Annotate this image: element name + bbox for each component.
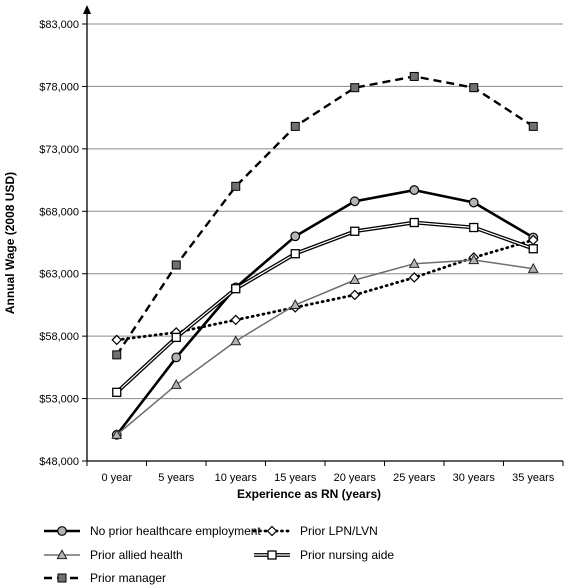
y-tick-labels: $48,000 $53,000 $58,000 $63,000 $68,000 $73,0…	[39, 19, 79, 468]
data-point	[57, 573, 67, 583]
y-tick-label: $68,000	[39, 206, 79, 218]
axes	[83, 5, 564, 466]
series-prior-allied-health	[111, 254, 539, 439]
y-tick-label: $83,000	[39, 19, 79, 31]
data-point	[230, 335, 242, 346]
data-point	[170, 378, 182, 389]
data-point	[289, 299, 301, 310]
data-point	[112, 387, 122, 397]
data-point	[349, 289, 361, 301]
series-prior-lpn-lvn	[111, 234, 539, 346]
y-tick-label: $78,000	[39, 81, 79, 93]
legend-label: Prior LPN/LVN	[300, 524, 378, 538]
legend-item: No prior healthcare employment	[44, 524, 261, 538]
x-tick-label: 20 years	[334, 472, 377, 484]
data-point	[350, 83, 360, 93]
data-point	[468, 254, 480, 265]
data-point	[409, 185, 420, 195]
legend-item: Prior manager	[44, 571, 166, 585]
y-tick-label: $48,000	[39, 456, 79, 468]
data-point	[528, 244, 538, 254]
data-point	[231, 181, 241, 191]
data-point	[56, 549, 68, 560]
data-point	[469, 83, 479, 93]
series-line	[116, 259, 534, 436]
data-point	[111, 428, 123, 439]
data-point	[266, 525, 278, 537]
x-tick-label: 10 years	[215, 472, 258, 484]
data-point	[527, 262, 539, 273]
data-point	[468, 197, 479, 208]
series-line	[116, 221, 534, 393]
y-axis-title: Annual Wage (2008 USD)	[3, 172, 17, 314]
series-line	[115, 188, 534, 436]
legend-item: Prior nursing aide	[254, 548, 394, 562]
data-point	[349, 274, 361, 285]
x-tick-label: 5 years	[158, 472, 195, 484]
series-prior-nursing-aide	[112, 217, 538, 397]
legend-label: Prior manager	[90, 571, 166, 585]
data-point	[111, 334, 123, 346]
data-point	[528, 121, 538, 131]
legend-label: Prior nursing aide	[300, 548, 394, 562]
data-point	[290, 121, 300, 131]
series-prior-manager	[112, 71, 538, 360]
y-axis-arrow	[83, 5, 91, 14]
y-tick-label: $58,000	[39, 331, 79, 343]
legend-label: No prior healthcare employment	[90, 524, 261, 538]
data-point	[408, 257, 420, 268]
y-tick-label: $63,000	[39, 269, 79, 281]
data-point	[171, 332, 181, 343]
x-tick-label: 15 years	[274, 472, 317, 484]
data-point	[290, 249, 300, 259]
y-tick-label: $53,000	[39, 394, 79, 406]
legend-item: Prior LPN/LVN	[252, 524, 378, 538]
series-line	[115, 220, 534, 394]
data-point	[290, 231, 301, 242]
data-point	[409, 71, 419, 81]
data-point	[171, 260, 181, 270]
series-layer	[111, 71, 539, 440]
grid-lines	[82, 23, 563, 462]
x-tick-label: 0 year	[101, 472, 132, 484]
data-point	[350, 226, 360, 236]
legend-label: Prior allied health	[90, 548, 183, 562]
x-tick-labels: 0 year 5 years 10 years 15 years 20 years 25 …	[101, 472, 554, 484]
y-tick-label: $73,000	[39, 144, 79, 156]
data-point	[409, 217, 419, 228]
data-point	[349, 196, 360, 207]
x-tick-label: 30 years	[453, 472, 496, 484]
legend-item: Prior allied health	[44, 548, 183, 562]
data-point	[231, 284, 241, 294]
data-point	[230, 314, 242, 326]
data-point	[57, 526, 67, 536]
data-point	[171, 352, 182, 363]
series-line	[115, 238, 535, 342]
legend: No prior healthcare employment Prior LPN/…	[44, 524, 394, 585]
data-point	[408, 272, 420, 283]
x-axis-title: Experience as RN (years)	[237, 487, 381, 501]
x-tick-label: 25 years	[393, 472, 436, 484]
x-tick-label: 35 years	[512, 472, 555, 484]
data-point	[267, 550, 277, 560]
data-point	[469, 222, 479, 233]
series-line	[115, 75, 534, 356]
data-point	[112, 350, 122, 360]
